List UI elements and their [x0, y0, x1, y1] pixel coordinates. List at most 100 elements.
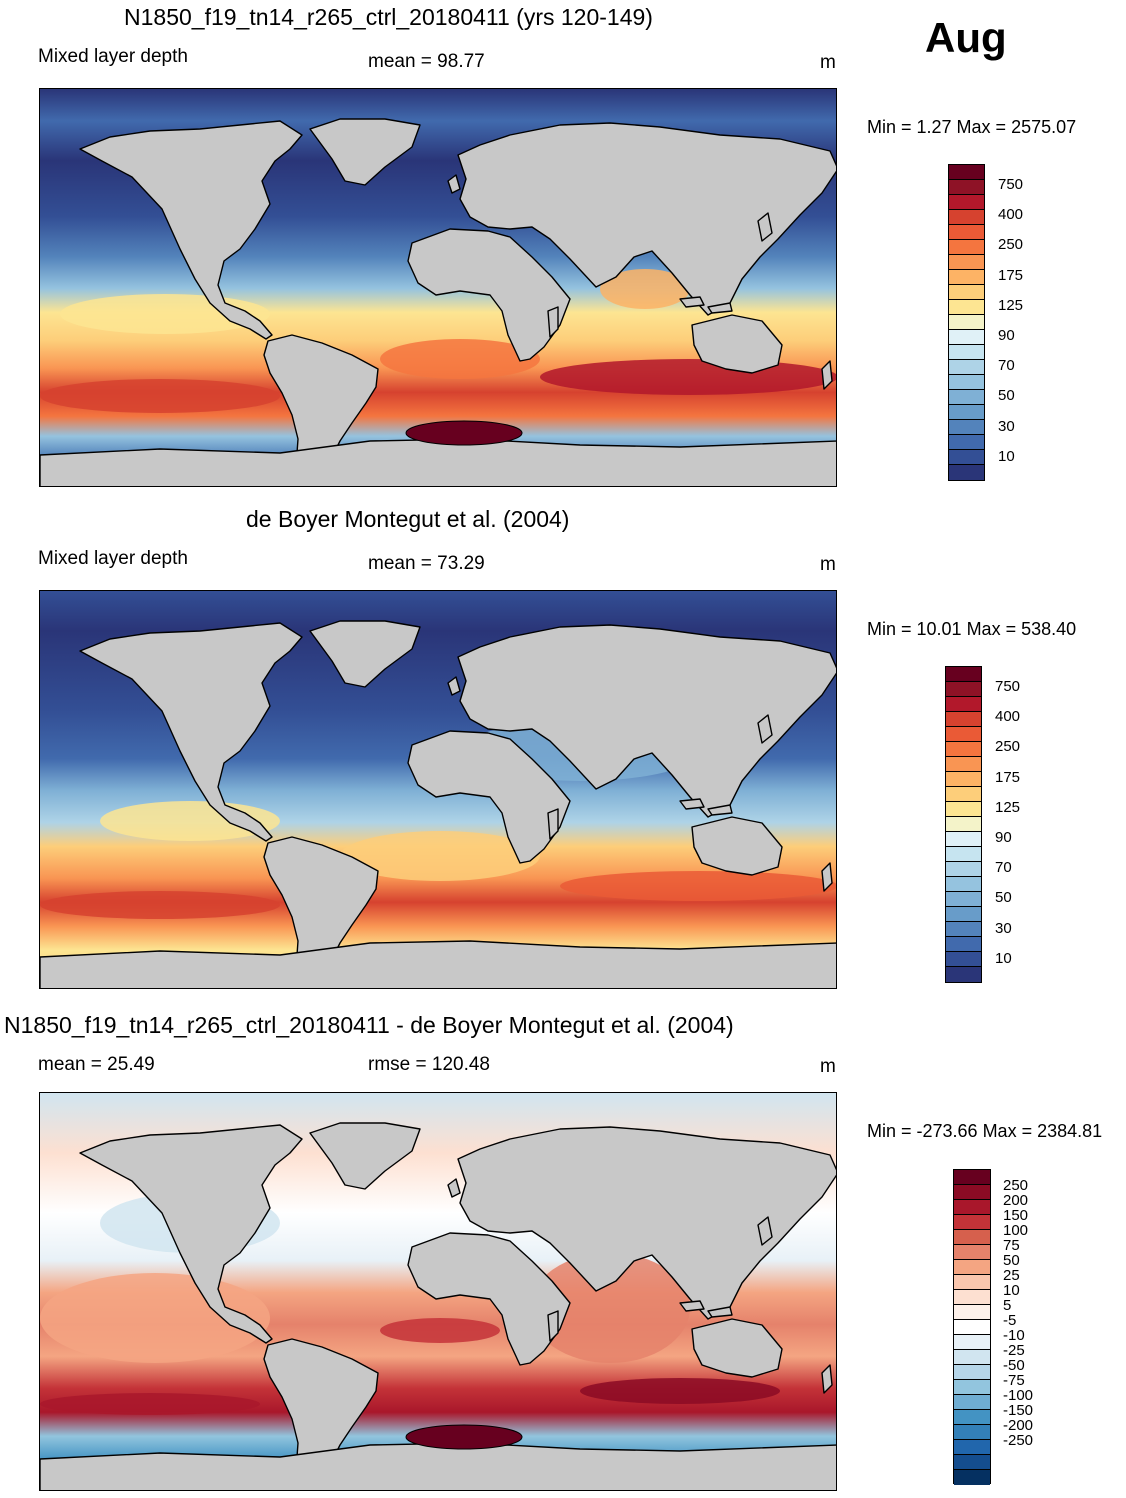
panel2-colorbar: [945, 666, 982, 983]
colorbar-tick-label: -10: [1003, 1327, 1025, 1345]
colorbar-tick-label: 400: [995, 708, 1021, 726]
colorbar-box: [954, 1200, 990, 1215]
colorbar-box: [946, 742, 981, 757]
colorbar-tick-label: -75: [1003, 1372, 1025, 1390]
panel1-map-svg: [40, 89, 836, 486]
colorbar-box: [949, 180, 984, 195]
colorbar-tick-label: -250: [1003, 1432, 1034, 1450]
colorbar-tick-label: 50: [995, 889, 1012, 907]
colorbar-box: [949, 210, 984, 225]
colorbar-box: [946, 727, 981, 742]
colorbar-box: [946, 937, 981, 952]
colorbar-box: [949, 195, 984, 210]
colorbar-box: [946, 832, 981, 847]
colorbar-box: [949, 375, 984, 390]
colorbar-box: [946, 847, 981, 862]
colorbar-box: [949, 315, 984, 330]
colorbar-box: [954, 1470, 990, 1485]
month-label: Aug: [925, 14, 1007, 61]
colorbar-tick-label: 90: [998, 327, 1015, 345]
colorbar-box: [949, 225, 984, 240]
colorbar-tick-label: 90: [995, 829, 1012, 847]
colorbar-tick-label: 750: [995, 678, 1021, 696]
colorbar-box: [946, 907, 981, 922]
colorbar-tick-label: 125: [995, 798, 1021, 816]
panel3-rmse-label: rmse = 120.48: [368, 1054, 490, 1075]
colorbar-tick-label: 75: [1003, 1237, 1020, 1255]
panel2-map-svg: [40, 591, 836, 988]
colorbar-box: [954, 1260, 990, 1275]
colorbar-tick-label: 25: [1003, 1267, 1020, 1285]
colorbar-box: [946, 952, 981, 967]
colorbar-box: [954, 1170, 990, 1185]
colorbar-tick-label: 200: [1003, 1192, 1029, 1210]
colorbar-box: [949, 450, 984, 465]
panel3-mean-label: mean = 25.49: [38, 1054, 155, 1075]
panel1-minmax-label: Min = 1.27 Max = 2575.07: [867, 117, 1077, 137]
panel1-title: N1850_f19_tn14_r265_ctrl_20180411 (yrs 1…: [124, 4, 653, 30]
colorbar-box: [954, 1365, 990, 1380]
colorbar-box: [954, 1380, 990, 1395]
colorbar-box: [954, 1395, 990, 1410]
colorbar-box: [946, 967, 981, 982]
panel2-variable-label: Mixed layer depth: [38, 548, 188, 569]
panel3-map-svg: [40, 1093, 836, 1490]
colorbar-box: [954, 1425, 990, 1440]
colorbar-box: [946, 802, 981, 817]
colorbar-tick-label: 175: [995, 768, 1021, 786]
panel3-title: N1850_f19_tn14_r265_ctrl_20180411 - de B…: [4, 1012, 734, 1038]
panel3-units-label: m: [820, 1056, 836, 1077]
colorbar-box: [954, 1290, 990, 1305]
colorbar-box: [954, 1335, 990, 1350]
colorbar-box: [954, 1185, 990, 1200]
colorbar-box: [954, 1350, 990, 1365]
colorbar-box: [946, 817, 981, 832]
colorbar-tick-label: 10: [1003, 1282, 1020, 1300]
colorbar-tick-label: 250: [998, 236, 1024, 254]
colorbar-box: [954, 1320, 990, 1335]
colorbar-box: [946, 712, 981, 727]
colorbar-tick-label: 10: [995, 949, 1012, 967]
colorbar-box: [949, 240, 984, 255]
colorbar-box: [946, 922, 981, 937]
colorbar-tick-label: 400: [998, 206, 1024, 224]
colorbar-box: [949, 465, 984, 480]
colorbar-box: [949, 300, 984, 315]
colorbar-box: [949, 360, 984, 375]
colorbar-box: [946, 772, 981, 787]
colorbar-box: [954, 1245, 990, 1260]
colorbar-tick-label: 70: [995, 859, 1012, 877]
colorbar-box: [949, 435, 984, 450]
colorbar-tick-label: 5: [1003, 1297, 1012, 1315]
colorbar-tick-label: 175: [998, 266, 1024, 284]
colorbar-tick-label: 250: [1003, 1177, 1029, 1195]
colorbar-tick-label: 70: [998, 357, 1015, 375]
colorbar-tick-label: 125: [998, 296, 1024, 314]
panel1-colorbar: [948, 164, 985, 481]
panel3-map: [39, 1092, 837, 1491]
colorbar-box: [954, 1410, 990, 1425]
colorbar-box: [946, 892, 981, 907]
colorbar-box: [949, 345, 984, 360]
panel1-mean-label: mean = 98.77: [368, 51, 485, 72]
panel2-map: [39, 590, 837, 989]
colorbar-box: [946, 757, 981, 772]
colorbar-box: [949, 405, 984, 420]
colorbar-tick-label: 750: [998, 176, 1024, 194]
colorbar-box: [954, 1230, 990, 1245]
colorbar-box: [949, 285, 984, 300]
colorbar-box: [949, 255, 984, 270]
colorbar-box: [949, 270, 984, 285]
colorbar-box: [946, 667, 981, 682]
colorbar-box: [954, 1215, 990, 1230]
colorbar-tick-label: -100: [1003, 1387, 1034, 1405]
colorbar-box: [954, 1305, 990, 1320]
panel3-minmax-label: Min = -273.66 Max = 2384.81: [867, 1121, 1103, 1141]
panel2-mean-label: mean = 73.29: [368, 553, 485, 574]
colorbar-box: [954, 1275, 990, 1290]
panel1-variable-label: Mixed layer depth: [38, 46, 188, 67]
colorbar-box: [946, 877, 981, 892]
colorbar-tick-label: -50: [1003, 1357, 1025, 1375]
colorbar-box: [946, 697, 981, 712]
colorbar-tick-label: 10: [998, 447, 1015, 465]
